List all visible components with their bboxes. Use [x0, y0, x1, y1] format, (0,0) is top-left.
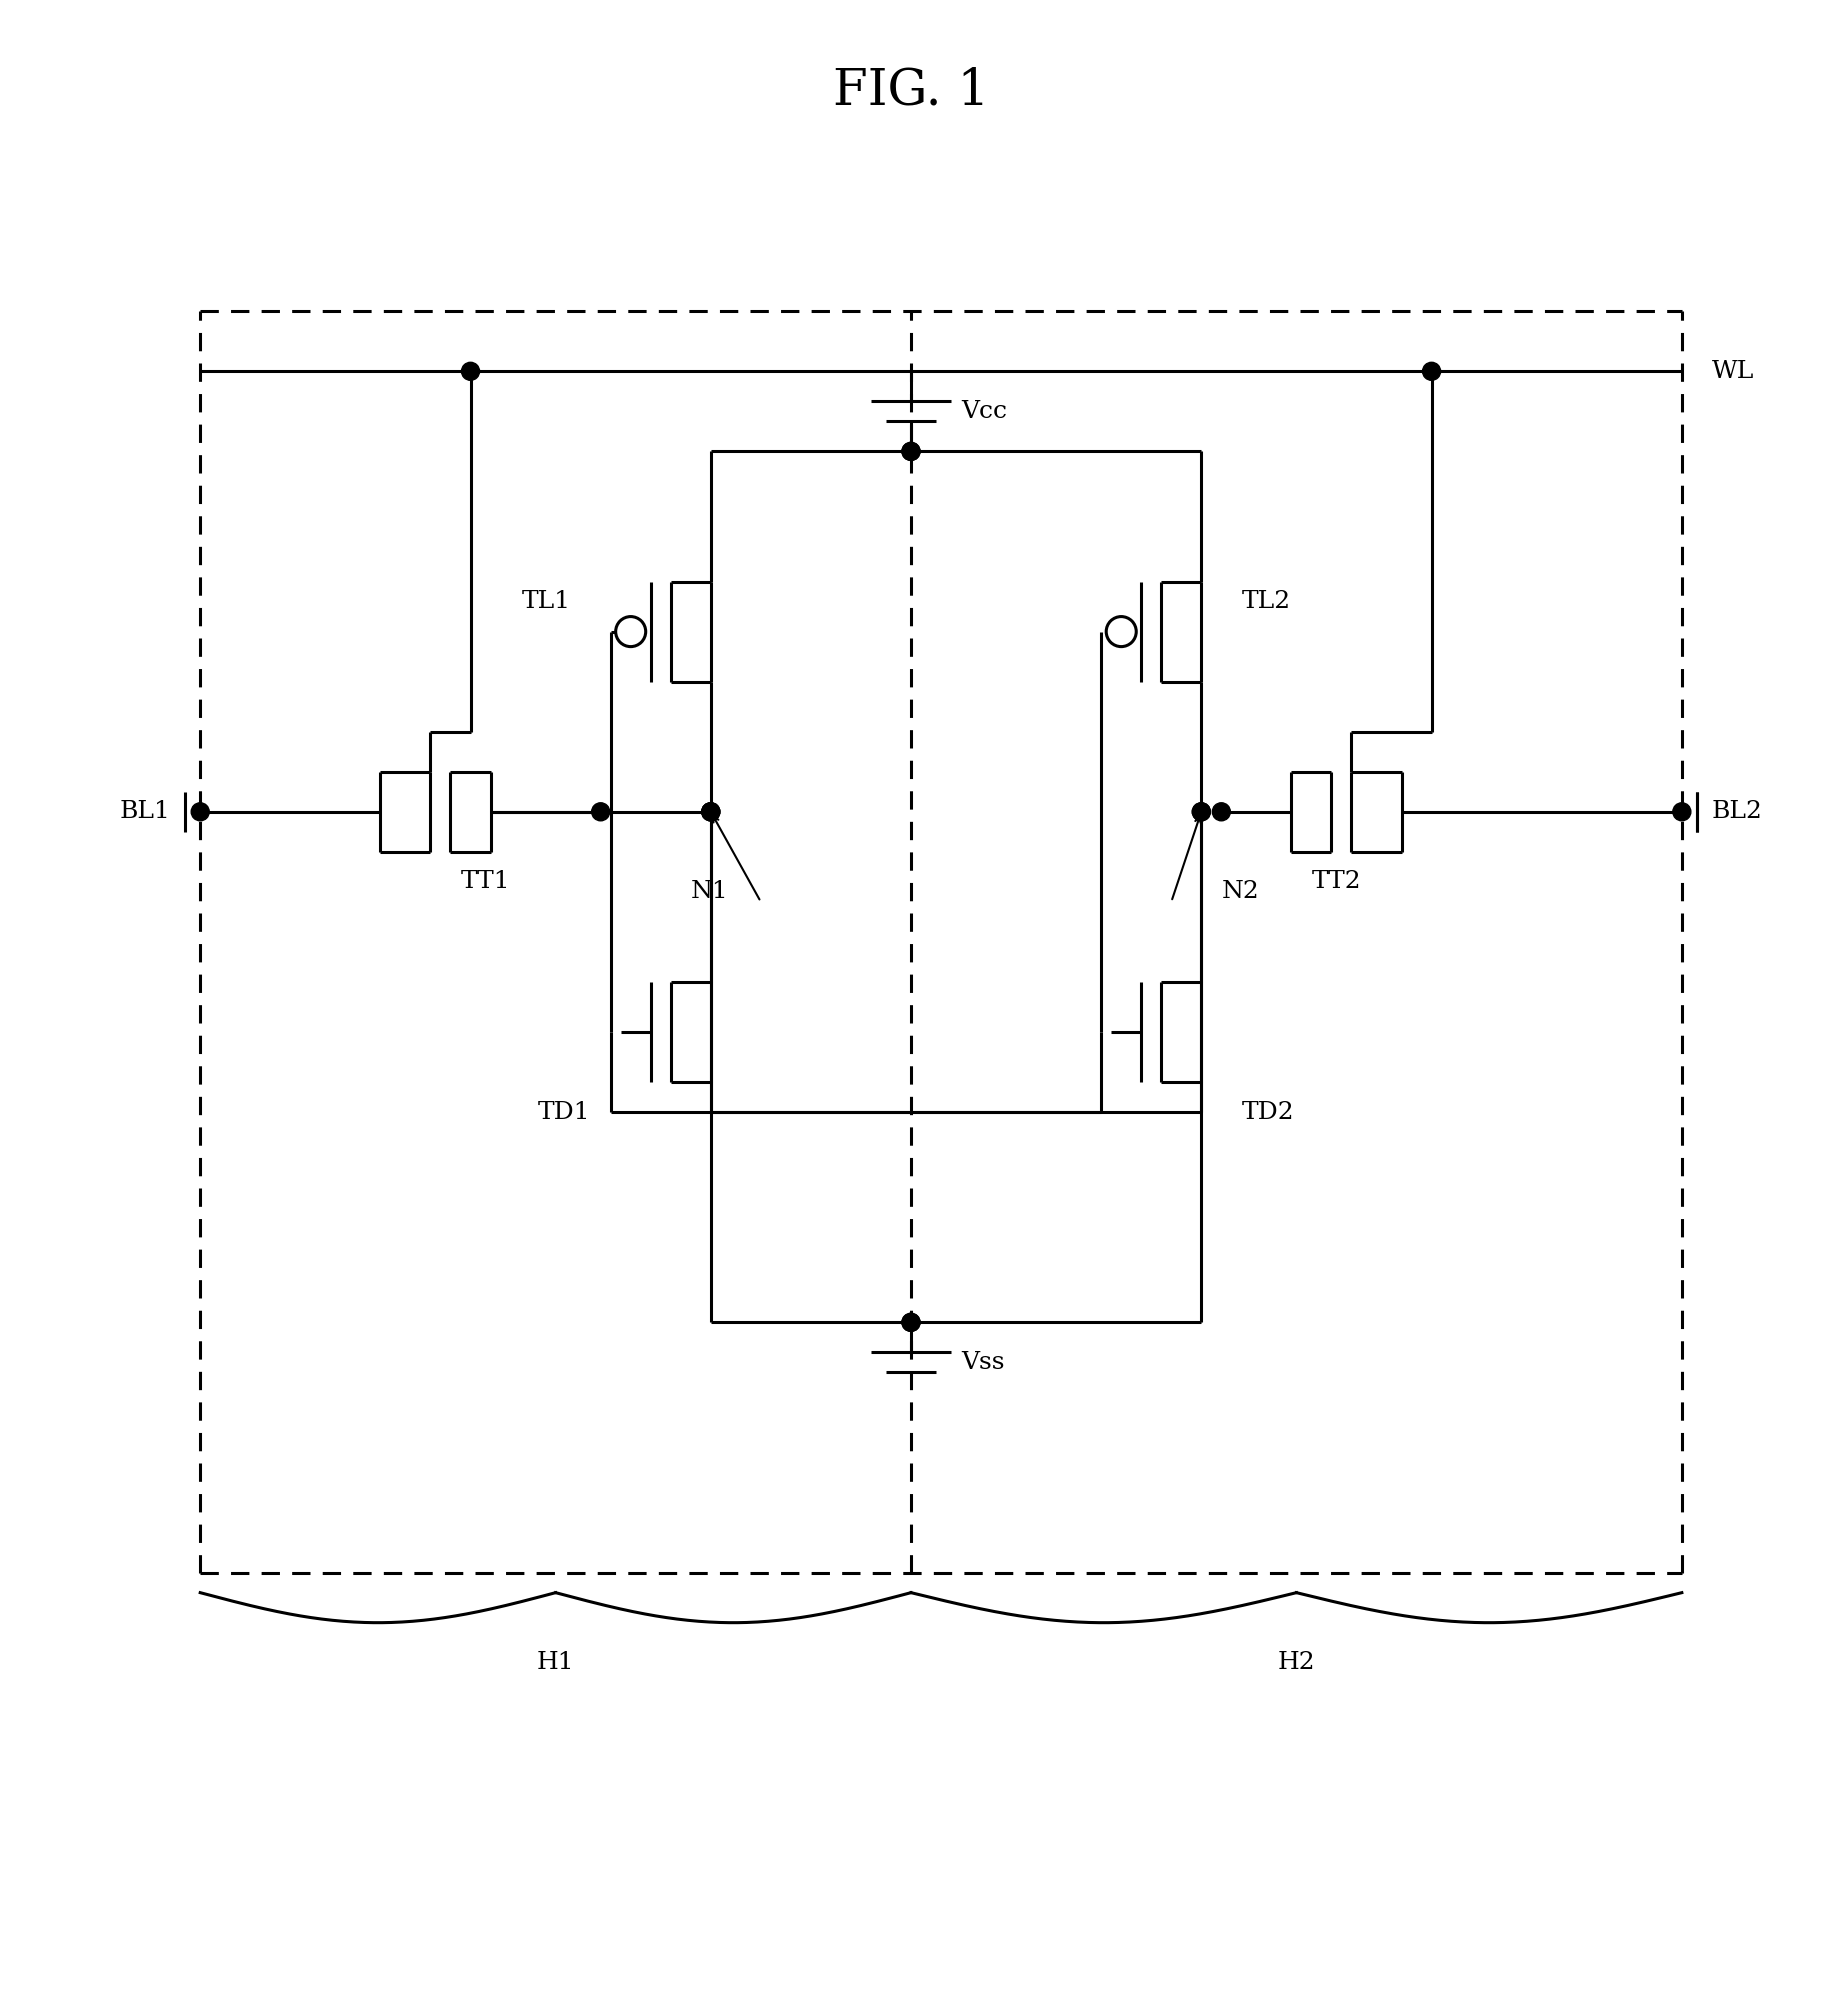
Text: TD1: TD1 — [537, 1101, 590, 1125]
Circle shape — [1106, 616, 1137, 646]
Text: TL1: TL1 — [521, 590, 570, 612]
Text: TT1: TT1 — [461, 869, 510, 893]
Circle shape — [701, 804, 720, 822]
Circle shape — [1192, 804, 1210, 822]
Circle shape — [461, 363, 479, 381]
Circle shape — [1212, 804, 1230, 822]
Circle shape — [701, 804, 720, 822]
Text: Vss: Vss — [960, 1350, 1004, 1374]
Text: H2: H2 — [1277, 1651, 1315, 1675]
Text: Vcc: Vcc — [960, 401, 1008, 423]
Text: WL: WL — [1713, 359, 1755, 383]
Circle shape — [902, 1314, 920, 1332]
Circle shape — [191, 804, 210, 822]
Circle shape — [701, 804, 720, 822]
Circle shape — [1673, 804, 1691, 822]
Text: TL2: TL2 — [1241, 590, 1290, 612]
Text: BL1: BL1 — [120, 800, 169, 824]
Circle shape — [616, 616, 645, 646]
Text: BL2: BL2 — [1713, 800, 1762, 824]
Text: FIG. 1: FIG. 1 — [833, 66, 989, 116]
Text: TT2: TT2 — [1312, 869, 1361, 893]
Text: N1: N1 — [691, 881, 729, 903]
Circle shape — [902, 1314, 920, 1332]
Circle shape — [902, 443, 920, 461]
Text: TD2: TD2 — [1241, 1101, 1294, 1125]
Circle shape — [592, 804, 610, 822]
Circle shape — [902, 443, 920, 461]
Text: H1: H1 — [537, 1651, 574, 1675]
Text: N2: N2 — [1221, 881, 1259, 903]
Circle shape — [1192, 804, 1210, 822]
Circle shape — [1423, 363, 1441, 381]
